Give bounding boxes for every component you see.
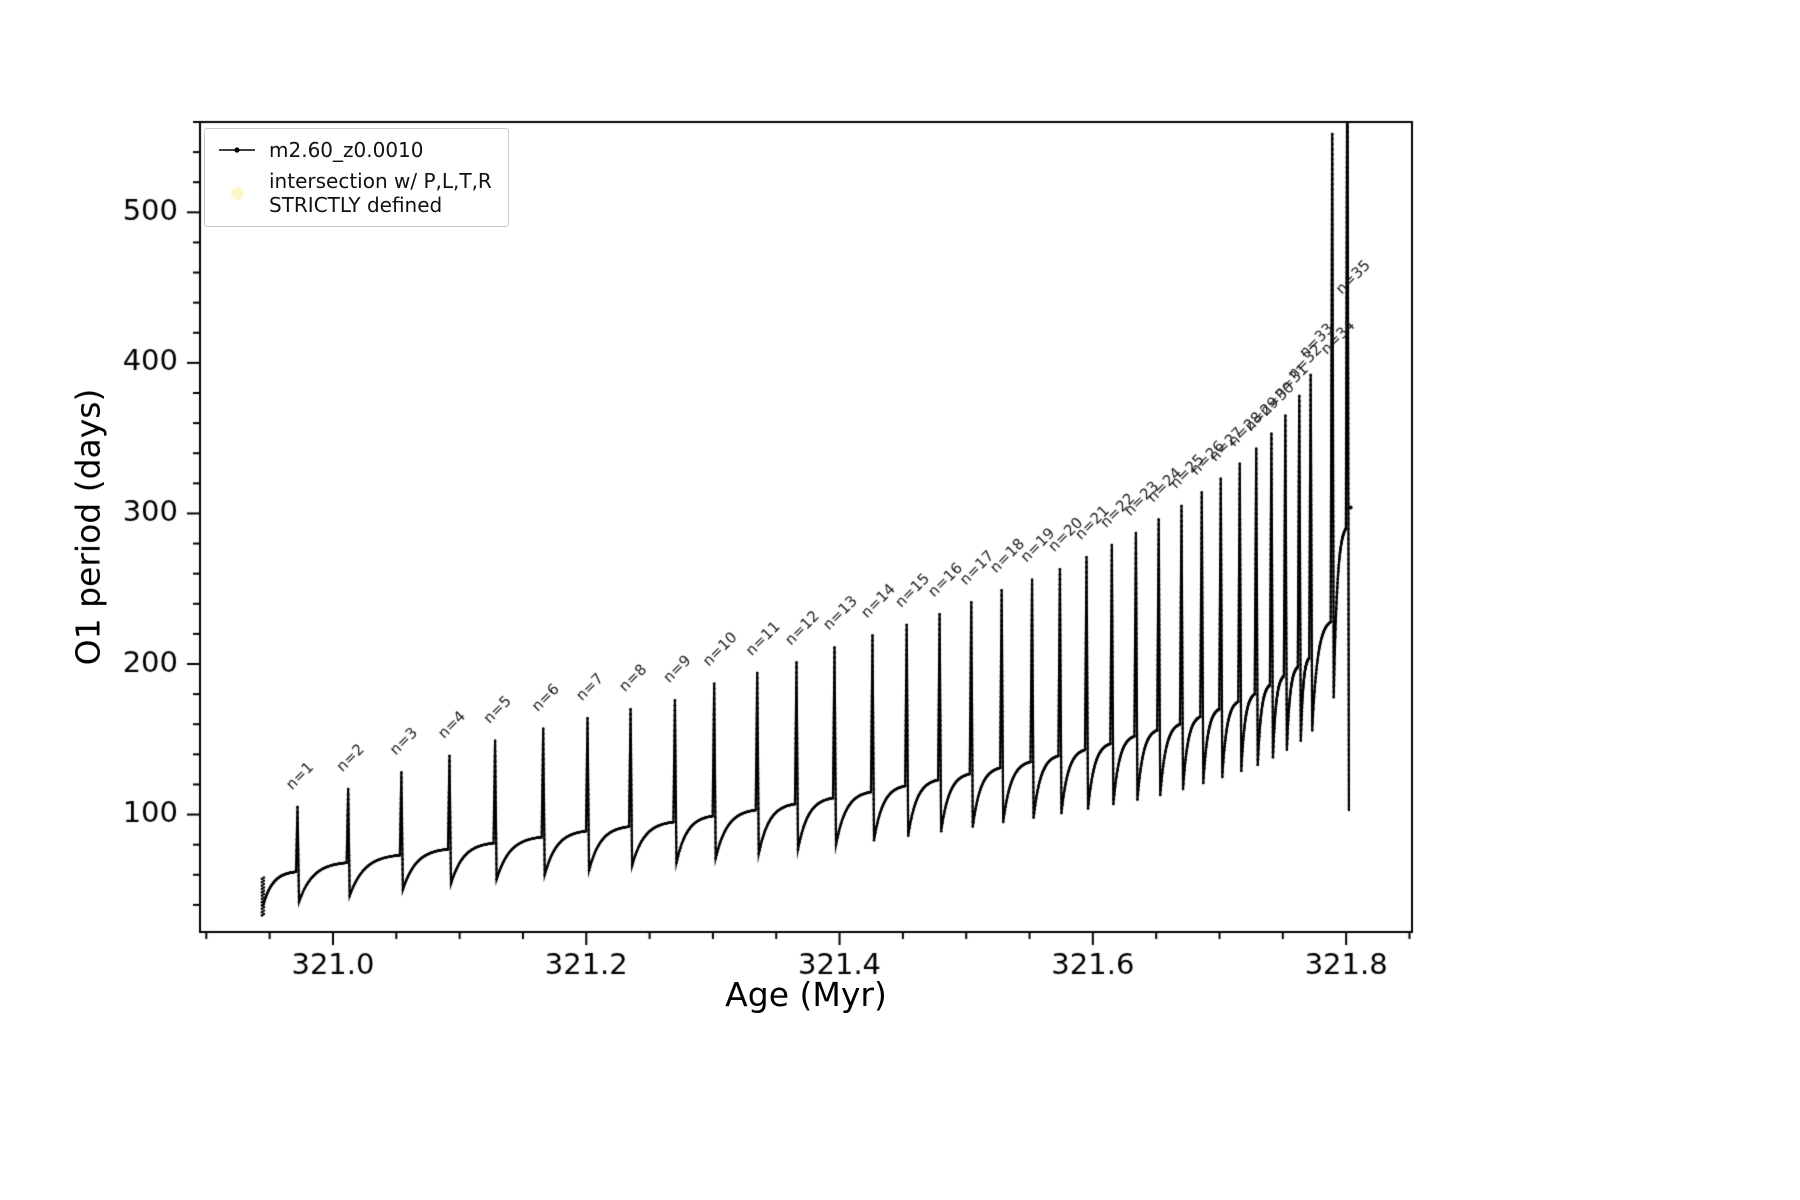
- circle-marker-icon: [217, 186, 257, 200]
- y-axis-label: O1 period (days): [68, 388, 108, 666]
- legend-label-intersection-line2: STRICTLY defined: [269, 193, 443, 217]
- legend: m2.60_z0.0010 intersection w/ P,L,T,R ST…: [204, 128, 509, 227]
- x-axis-label: Age (Myr): [725, 975, 887, 1014]
- legend-item-intersection: intersection w/ P,L,T,R STRICTLY defined: [217, 169, 492, 217]
- line-dot-marker-icon: [217, 143, 257, 157]
- legend-label-series: m2.60_z0.0010: [269, 138, 424, 162]
- legend-item-series: m2.60_z0.0010: [217, 138, 492, 162]
- legend-label-intersection-line1: intersection w/ P,L,T,R: [269, 169, 492, 193]
